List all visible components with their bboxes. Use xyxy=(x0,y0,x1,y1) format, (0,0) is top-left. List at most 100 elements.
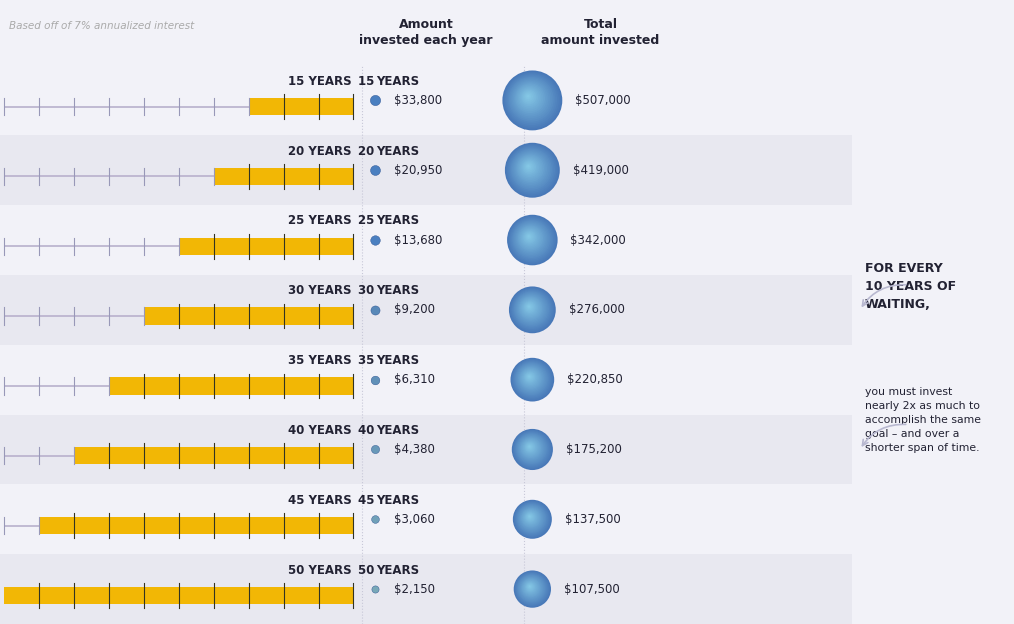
Ellipse shape xyxy=(520,367,541,389)
Ellipse shape xyxy=(515,293,548,325)
Text: $20,950: $20,950 xyxy=(393,163,442,177)
Bar xyxy=(248,98,354,115)
Ellipse shape xyxy=(514,500,551,538)
Ellipse shape xyxy=(525,94,531,99)
Ellipse shape xyxy=(507,145,557,195)
Ellipse shape xyxy=(518,575,545,602)
Text: 25: 25 xyxy=(358,215,378,228)
Ellipse shape xyxy=(516,573,548,605)
Ellipse shape xyxy=(521,369,539,386)
Text: Amount
invested each year: Amount invested each year xyxy=(359,18,493,47)
Ellipse shape xyxy=(515,363,548,395)
Ellipse shape xyxy=(525,582,536,593)
Point xyxy=(367,95,383,105)
Ellipse shape xyxy=(516,433,547,464)
Ellipse shape xyxy=(511,359,553,400)
Point xyxy=(367,584,383,594)
Ellipse shape xyxy=(526,303,533,310)
Ellipse shape xyxy=(525,303,534,312)
Text: $107,500: $107,500 xyxy=(564,583,620,595)
Text: $419,000: $419,000 xyxy=(573,163,629,177)
Ellipse shape xyxy=(511,79,551,119)
Ellipse shape xyxy=(517,434,546,463)
Ellipse shape xyxy=(526,374,532,380)
Ellipse shape xyxy=(514,502,550,537)
Ellipse shape xyxy=(521,298,539,317)
Ellipse shape xyxy=(526,443,534,451)
Text: YEARS: YEARS xyxy=(376,563,420,577)
Bar xyxy=(0,66,852,135)
Text: 30: 30 xyxy=(358,285,378,297)
Text: 45: 45 xyxy=(358,494,378,507)
Ellipse shape xyxy=(521,368,540,388)
Ellipse shape xyxy=(523,510,538,525)
Text: 40: 40 xyxy=(358,424,378,437)
Bar xyxy=(0,344,852,414)
Ellipse shape xyxy=(518,505,544,531)
Text: YEARS: YEARS xyxy=(376,75,420,88)
Ellipse shape xyxy=(517,573,547,603)
Ellipse shape xyxy=(526,444,532,450)
Ellipse shape xyxy=(523,441,537,455)
Ellipse shape xyxy=(504,72,561,129)
Text: YEARS: YEARS xyxy=(376,145,420,158)
Text: $137,500: $137,500 xyxy=(565,513,621,526)
Ellipse shape xyxy=(514,291,549,326)
Ellipse shape xyxy=(525,442,535,452)
Ellipse shape xyxy=(518,365,545,391)
Ellipse shape xyxy=(521,508,540,527)
Text: YEARS: YEARS xyxy=(376,215,420,228)
Point xyxy=(367,374,383,384)
Ellipse shape xyxy=(519,576,544,600)
Ellipse shape xyxy=(527,584,532,590)
Bar xyxy=(144,308,354,325)
Ellipse shape xyxy=(522,439,538,456)
Ellipse shape xyxy=(518,435,545,462)
Ellipse shape xyxy=(512,429,553,470)
Ellipse shape xyxy=(523,510,537,524)
Text: $4,380: $4,380 xyxy=(393,443,434,456)
Ellipse shape xyxy=(514,570,551,608)
Ellipse shape xyxy=(513,290,551,328)
Ellipse shape xyxy=(522,160,536,174)
Ellipse shape xyxy=(508,216,556,264)
Text: 30 YEARS: 30 YEARS xyxy=(288,285,352,297)
Ellipse shape xyxy=(524,92,533,101)
Ellipse shape xyxy=(526,163,531,169)
Ellipse shape xyxy=(524,441,536,454)
Ellipse shape xyxy=(509,77,554,122)
Ellipse shape xyxy=(519,296,542,320)
Ellipse shape xyxy=(502,71,563,130)
Text: $342,000: $342,000 xyxy=(571,233,627,246)
Ellipse shape xyxy=(509,286,556,333)
Ellipse shape xyxy=(513,430,552,469)
Ellipse shape xyxy=(512,220,551,258)
Ellipse shape xyxy=(520,88,538,106)
Ellipse shape xyxy=(513,361,551,397)
Text: $276,000: $276,000 xyxy=(569,303,625,316)
Ellipse shape xyxy=(505,73,559,127)
Ellipse shape xyxy=(519,507,542,530)
Ellipse shape xyxy=(520,437,541,458)
Text: 25 YEARS: 25 YEARS xyxy=(288,215,352,228)
Ellipse shape xyxy=(507,215,558,265)
Ellipse shape xyxy=(514,222,548,255)
Ellipse shape xyxy=(508,146,555,193)
Bar xyxy=(0,414,852,484)
Bar xyxy=(4,587,354,604)
Text: Total
amount invested: Total amount invested xyxy=(541,18,660,47)
Ellipse shape xyxy=(523,231,535,243)
Ellipse shape xyxy=(523,371,536,384)
Bar xyxy=(110,377,354,394)
Ellipse shape xyxy=(521,229,538,246)
Text: $220,850: $220,850 xyxy=(567,373,623,386)
Ellipse shape xyxy=(518,505,546,532)
Ellipse shape xyxy=(513,151,549,187)
Ellipse shape xyxy=(520,507,541,529)
Ellipse shape xyxy=(527,235,530,238)
Ellipse shape xyxy=(516,293,547,324)
Text: $9,200: $9,200 xyxy=(393,303,435,316)
Ellipse shape xyxy=(521,578,540,597)
Bar xyxy=(178,238,354,255)
Ellipse shape xyxy=(519,437,542,459)
